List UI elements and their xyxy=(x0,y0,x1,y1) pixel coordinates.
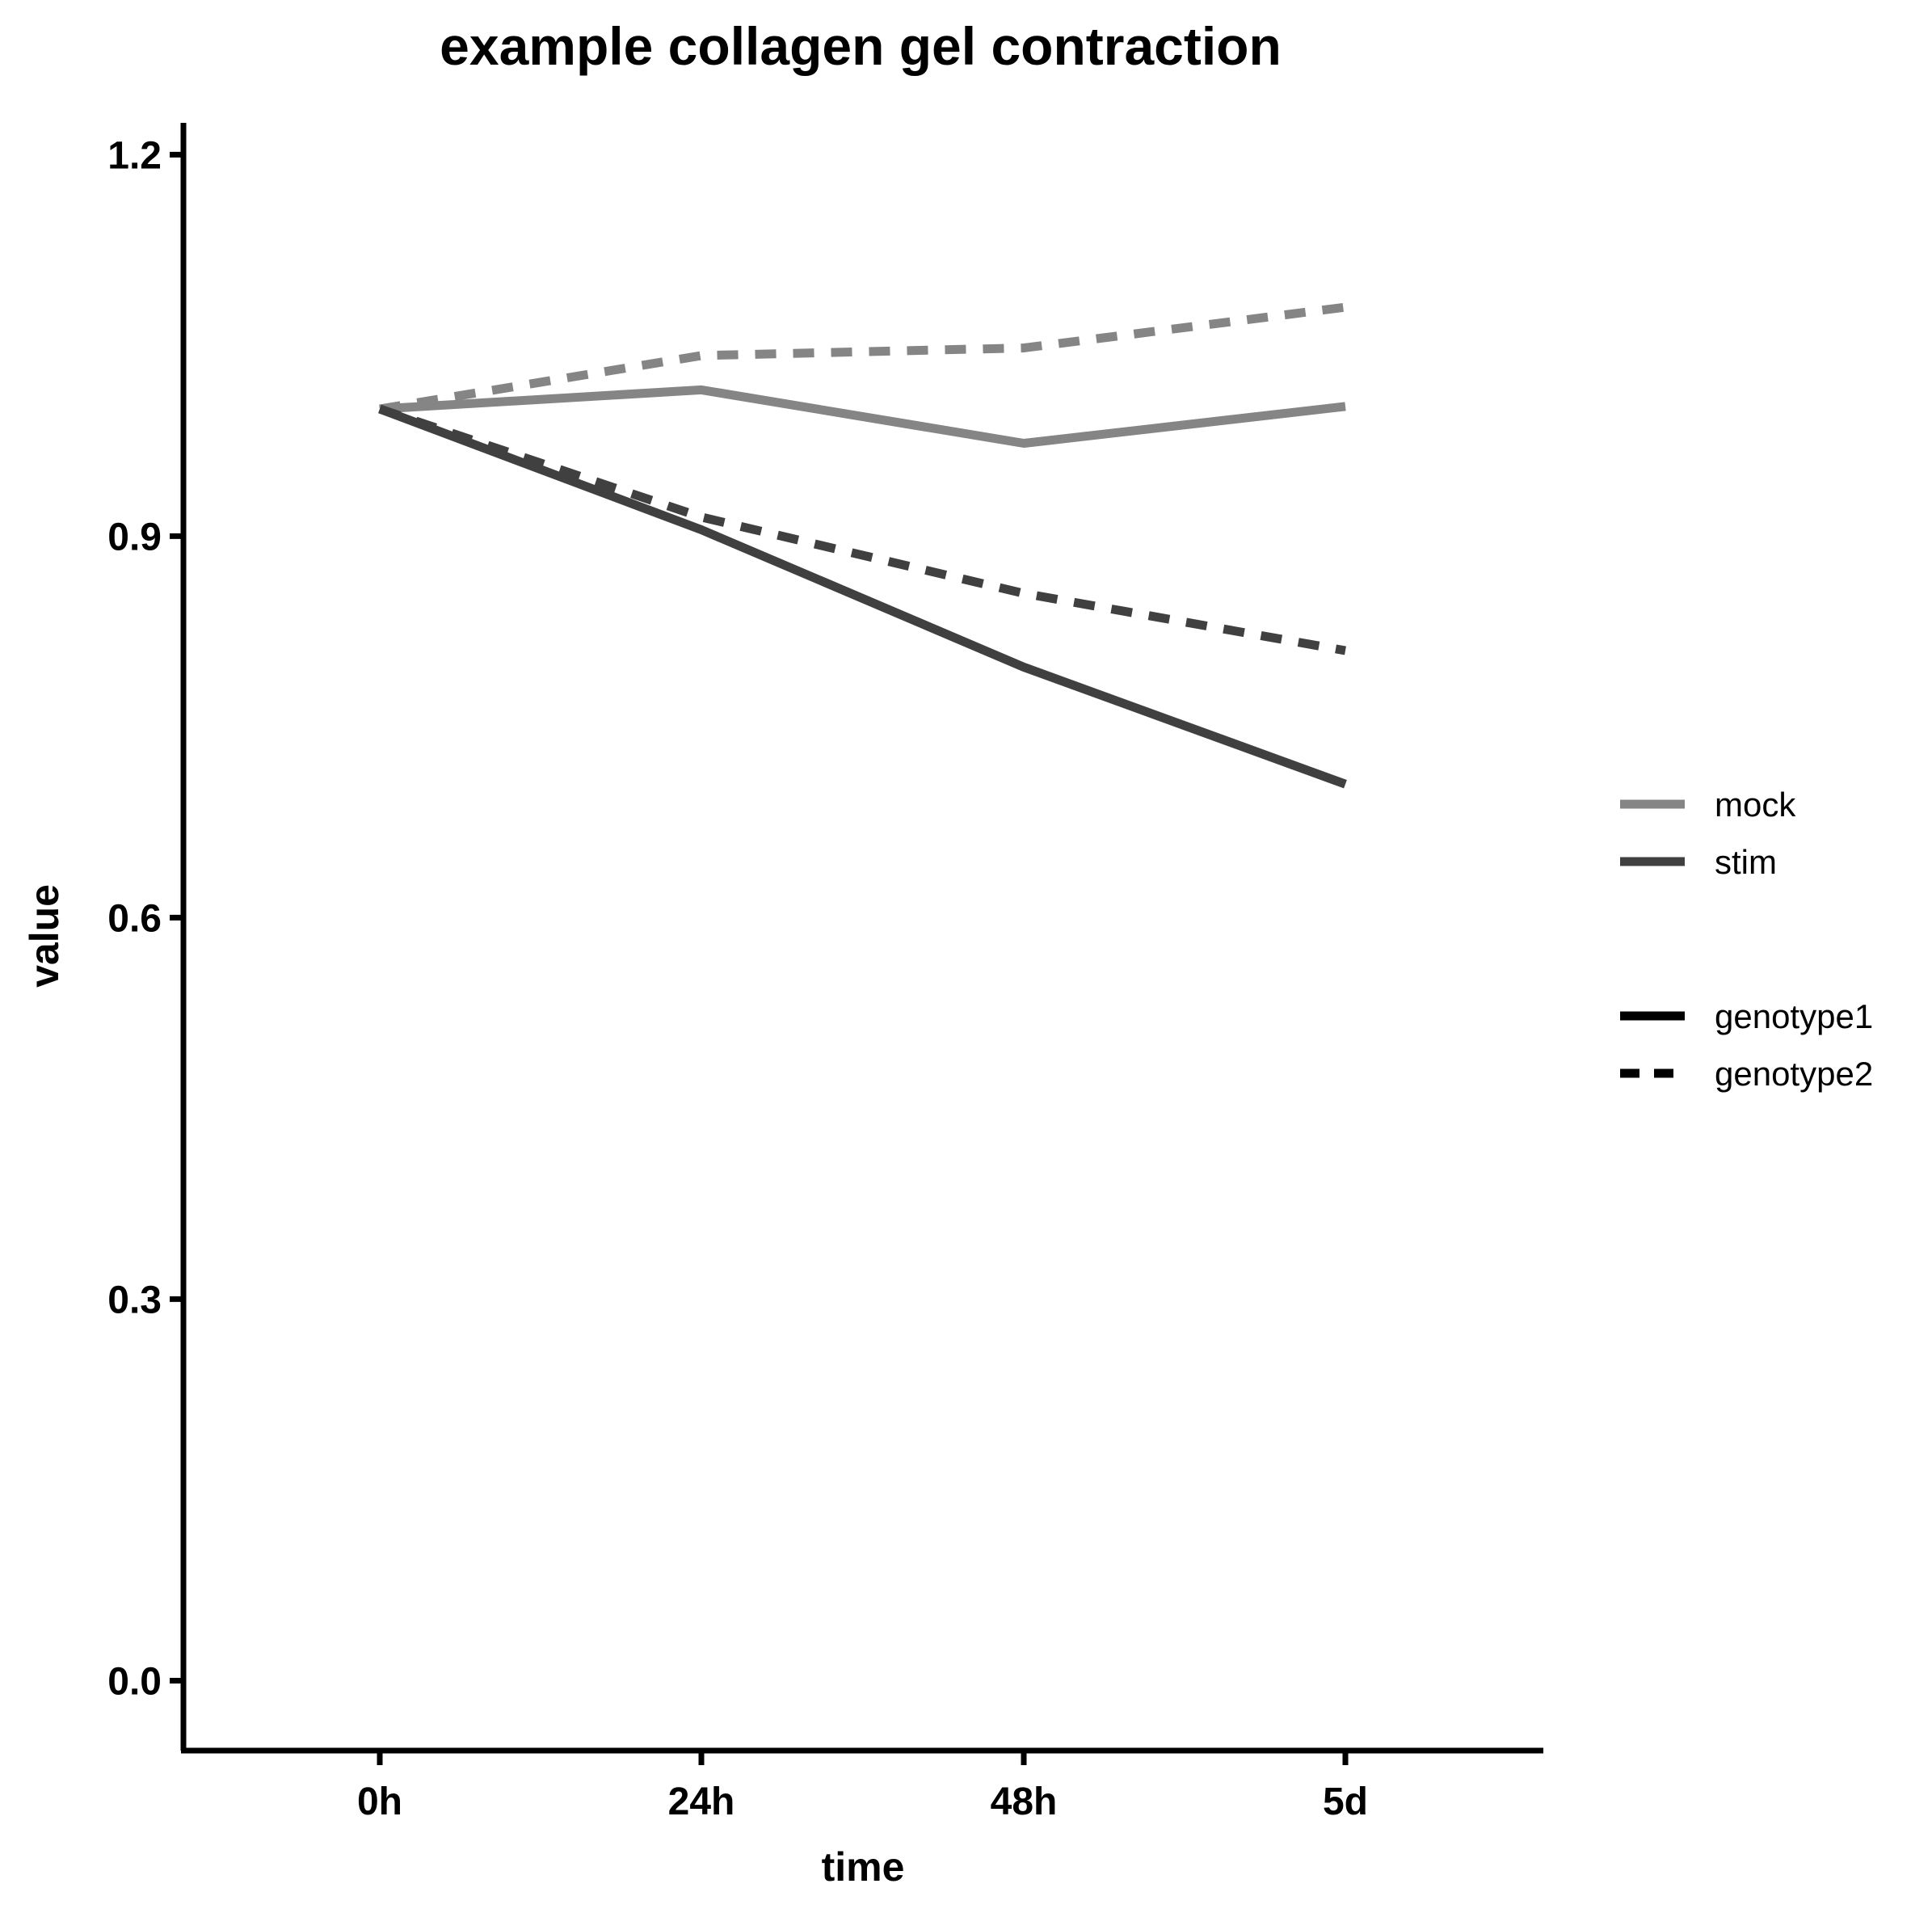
x-tick-label: 48h xyxy=(991,1780,1058,1823)
y-tick-label: 0.3 xyxy=(107,1279,162,1321)
legend-label-mock: mock xyxy=(1715,786,1796,824)
y-tick-label: 1.2 xyxy=(107,134,162,177)
legend-label-genotype1: genotype1 xyxy=(1715,997,1873,1035)
x-axis-title: time xyxy=(822,1844,905,1890)
plot-area xyxy=(378,302,1347,789)
y-tick-label: 0.6 xyxy=(107,897,162,940)
x-tick-label: 24h xyxy=(668,1780,735,1823)
chart-title: example collagen gel contraction xyxy=(440,16,1282,76)
y-tick-label: 0.0 xyxy=(107,1660,162,1703)
x-tick-label: 0h xyxy=(357,1780,402,1823)
x-tick-label: 5d xyxy=(1323,1780,1368,1823)
y-axis-title: value xyxy=(22,884,67,988)
legend-label-stim: stim xyxy=(1715,843,1777,881)
series-line-mock-genotype1 xyxy=(379,385,1346,448)
series-line-stim-genotype2 xyxy=(378,404,1346,655)
x-axis-ticks: 0h 24h 48h 5d xyxy=(357,1751,1368,1823)
series-line-mock-genotype2 xyxy=(379,302,1346,414)
series-line-stim-genotype1 xyxy=(378,404,1347,789)
legend-label-genotype2: genotype2 xyxy=(1715,1055,1873,1093)
y-axis-ticks: 0.0 0.3 0.6 0.9 1.2 xyxy=(107,134,183,1703)
legend: mock stim genotype1 genotype2 xyxy=(1620,786,1873,1093)
y-tick-label: 0.9 xyxy=(107,516,162,558)
